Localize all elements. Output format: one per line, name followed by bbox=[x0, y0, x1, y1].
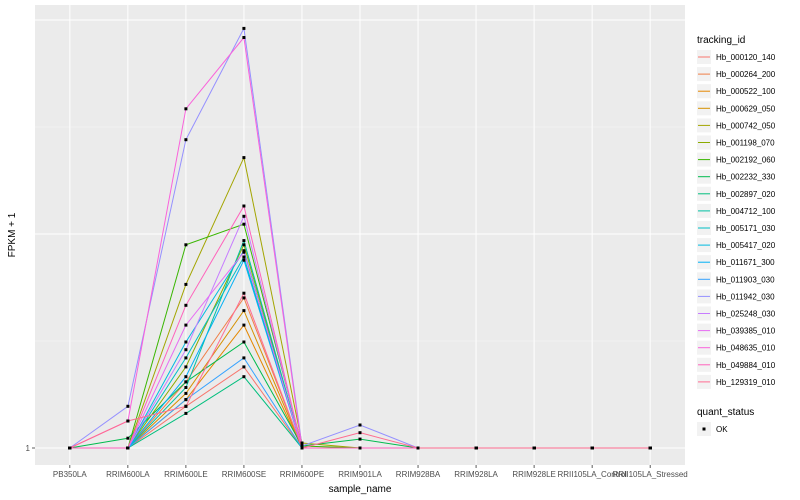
legend-label-Hb_001198_070: Hb_001198_070 bbox=[716, 139, 775, 148]
data-point-Hb_039385_010-RRIM600SE bbox=[242, 250, 246, 254]
x-tick-label: RRIM901LA bbox=[338, 470, 382, 479]
data-point-Hb_000120_140-RRIM600SE bbox=[242, 365, 246, 369]
data-point-Hb_129319_010-RRIM600SE bbox=[242, 291, 246, 295]
legend-label-Hb_005171_030: Hb_005171_030 bbox=[716, 224, 776, 233]
legend-label-Hb_000264_200: Hb_000264_200 bbox=[716, 70, 776, 79]
data-point-Hb_129319_010-RRIM600LE bbox=[184, 404, 188, 408]
legend-title-quant-status: quant_status bbox=[697, 407, 754, 418]
legend-tracking-id: Hb_000120_140 Hb_000264_200 Hb_000522_100 H… bbox=[697, 50, 776, 389]
data-point-Hb_039385_010-RRIM600LE bbox=[184, 323, 188, 327]
data-point-Hb_011942_030-RRIM600PE bbox=[300, 444, 304, 448]
legend-label-Hb_002897_020: Hb_002897_020 bbox=[716, 190, 776, 199]
x-tick-label: RRIM928LA bbox=[454, 470, 498, 479]
legend-label-Hb_000522_100: Hb_000522_100 bbox=[716, 87, 776, 96]
data-point-Hb_129319_010-RRIM901LA bbox=[358, 431, 362, 435]
grid bbox=[35, 5, 685, 465]
x-tick-label: RRIM928LE bbox=[512, 470, 556, 479]
legend-label-Hb_002192_060: Hb_002192_060 bbox=[716, 156, 776, 165]
legend-label-Hb_000120_140: Hb_000120_140 bbox=[716, 53, 776, 62]
legend-label-Hb_025248_030: Hb_025248_030 bbox=[716, 310, 776, 319]
data-point-Hb_129319_010-RRIM928LA bbox=[474, 446, 478, 450]
legend-label-Hb_004712_100: Hb_004712_100 bbox=[716, 207, 776, 216]
data-point-Hb_002897_020-RRIM600LE bbox=[184, 411, 188, 415]
data-point-Hb_011942_030-RRIM901LA bbox=[358, 423, 362, 427]
data-point-Hb_129319_010-RRIM600PE bbox=[300, 446, 304, 450]
x-tick-label: RRIM600SE bbox=[222, 470, 266, 479]
legend-label-OK: OK bbox=[716, 425, 728, 434]
x-tick-label: RRII105LA_Control bbox=[557, 470, 627, 479]
legend-label-Hb_000629_050: Hb_000629_050 bbox=[716, 104, 776, 113]
data-point-Hb_049884_010-RRIM600LA bbox=[126, 446, 130, 450]
data-point-Hb_002232_330-RRIM600LE bbox=[184, 380, 188, 384]
data-point-Hb_005171_030-RRIM600SE bbox=[242, 255, 246, 259]
y-axis-ticks: 1 bbox=[26, 444, 35, 453]
data-point-Hb_005417_020-RRIM600LE bbox=[184, 340, 188, 344]
data-point-Hb_011942_030-RRIM600LE bbox=[184, 138, 188, 142]
data-point-Hb_002897_020-RRIM600SE bbox=[242, 375, 246, 379]
data-point-Hb_004712_100-RRIM600LE bbox=[184, 386, 188, 389]
data-point-Hb_000742_050-RRIM600PE bbox=[300, 441, 304, 445]
legend-label-Hb_011671_300: Hb_011671_300 bbox=[716, 258, 775, 267]
data-point-Hb_000742_050-RRIM600LE bbox=[184, 282, 188, 286]
data-point-Hb_002192_060-RRIM600SE bbox=[242, 222, 246, 226]
data-point-Hb_002232_330-RRIM901LA bbox=[358, 437, 362, 441]
x-tick-label: RRIM600LE bbox=[164, 470, 208, 479]
legend-label-Hb_039385_010: Hb_039385_010 bbox=[716, 327, 776, 336]
data-point-Hb_011671_300-RRIM600LE bbox=[184, 375, 188, 379]
data-point-Hb_048635_010-RRIM600LE bbox=[184, 107, 188, 111]
y-axis-title: FPKM + 1 bbox=[7, 212, 18, 257]
data-point-Hb_129319_010-RRIM928BA bbox=[416, 446, 420, 450]
data-point-Hb_129319_010-RRII105LA_Stressed bbox=[648, 446, 652, 450]
data-point-Hb_025248_030-RRIM600SE bbox=[242, 214, 246, 218]
x-tick-label: RRIM928BA bbox=[396, 470, 441, 479]
legend-label-Hb_011942_030: Hb_011942_030 bbox=[716, 292, 775, 301]
data-point-Hb_005171_030-RRIM600LE bbox=[184, 356, 188, 360]
legend-label-Hb_005417_020: Hb_005417_020 bbox=[716, 241, 776, 250]
data-point-Hb_011903_030-RRIM600LE bbox=[184, 398, 188, 402]
legend-label-Hb_011903_030: Hb_011903_030 bbox=[716, 275, 775, 284]
legend-label-Hb_049884_010: Hb_049884_010 bbox=[716, 361, 776, 370]
x-tick-label: RRII105LA_Stressed bbox=[613, 470, 688, 479]
legend-title-tracking-id: tracking_id bbox=[697, 35, 745, 46]
data-point-Hb_129319_010-RRII105LA_Control bbox=[590, 446, 594, 450]
data-point-Hb_000629_050-RRIM600SE bbox=[242, 309, 246, 313]
data-point-Hb_011942_030-RRIM600LA bbox=[126, 404, 130, 408]
data-point-Hb_001198_070-RRIM600SE bbox=[242, 243, 246, 247]
data-point-Hb_011903_030-RRIM600SE bbox=[242, 356, 246, 360]
data-point-Hb_049884_010-RRIM600LE bbox=[184, 303, 188, 307]
data-point-Hb_129319_010-PB350LA bbox=[68, 446, 72, 450]
legend-label-Hb_129319_010: Hb_129319_010 bbox=[716, 378, 776, 387]
legend-key-point bbox=[702, 427, 706, 431]
data-point-Hb_000264_200-RRIM600SE bbox=[242, 296, 246, 300]
data-point-Hb_004712_100-RRIM600SE bbox=[242, 239, 246, 243]
legend-quant-status: OK bbox=[697, 422, 728, 436]
data-point-Hb_049884_010-RRIM901LA bbox=[358, 446, 362, 450]
data-point-Hb_025248_030-RRIM600LE bbox=[184, 348, 188, 352]
data-point-Hb_011942_030-RRIM600SE bbox=[242, 26, 246, 30]
data-point-Hb_002192_060-RRIM600LE bbox=[184, 243, 188, 247]
data-point-Hb_000522_100-RRIM600SE bbox=[242, 323, 246, 327]
legend-label-Hb_000742_050: Hb_000742_050 bbox=[716, 121, 776, 130]
y-tick-label: 1 bbox=[26, 444, 31, 453]
data-point-Hb_129319_010-RRIM928LE bbox=[532, 446, 536, 450]
legend-label-Hb_048635_010: Hb_048635_010 bbox=[716, 344, 776, 353]
legend-label-Hb_002232_330: Hb_002232_330 bbox=[716, 173, 776, 182]
data-point-Hb_000742_050-RRIM600SE bbox=[242, 156, 246, 160]
data-point-Hb_011671_300-RRIM600SE bbox=[242, 258, 246, 262]
data-point-Hb_048635_010-RRIM600SE bbox=[242, 36, 246, 39]
x-tick-label: RRIM600LA bbox=[106, 470, 150, 479]
x-axis-ticks: PB350LA RRIM600LA RRIM600LE RRIM600SE RRIM60… bbox=[53, 465, 688, 479]
data-point-Hb_001198_070-RRIM600LE bbox=[184, 365, 188, 369]
series-points bbox=[68, 26, 652, 450]
data-point-Hb_000629_050-RRIM600LE bbox=[184, 391, 188, 395]
x-tick-label: RRIM600PE bbox=[280, 470, 324, 479]
x-axis-title: sample_name bbox=[329, 484, 392, 495]
x-tick-label: PB350LA bbox=[53, 470, 87, 479]
data-point-Hb_049884_010-RRIM600SE bbox=[242, 204, 246, 208]
data-point-Hb_002232_330-RRIM600LA bbox=[126, 436, 130, 440]
data-point-Hb_002232_330-RRIM600SE bbox=[242, 340, 246, 344]
data-point-Hb_129319_010-RRIM600LA bbox=[126, 419, 130, 423]
